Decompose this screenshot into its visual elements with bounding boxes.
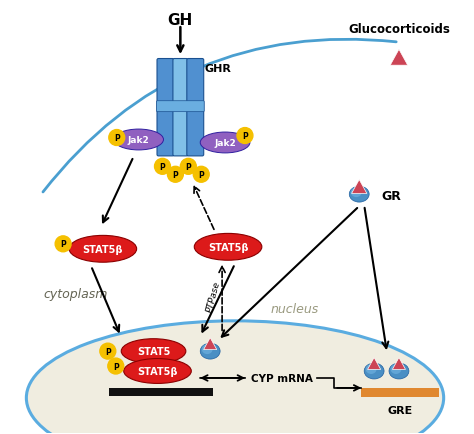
Polygon shape xyxy=(204,338,217,350)
Ellipse shape xyxy=(124,359,191,384)
Polygon shape xyxy=(390,50,408,66)
FancyBboxPatch shape xyxy=(109,388,213,396)
Ellipse shape xyxy=(391,364,401,374)
FancyBboxPatch shape xyxy=(187,59,204,157)
Text: Jak2: Jak2 xyxy=(214,138,236,148)
Polygon shape xyxy=(352,180,367,194)
Circle shape xyxy=(167,167,183,183)
Text: GHR: GHR xyxy=(204,64,231,74)
Ellipse shape xyxy=(202,345,213,354)
Ellipse shape xyxy=(114,130,164,151)
Text: STAT5β: STAT5β xyxy=(82,244,123,254)
Text: P: P xyxy=(198,171,204,179)
Ellipse shape xyxy=(349,187,369,203)
Ellipse shape xyxy=(364,363,384,379)
Circle shape xyxy=(237,128,253,144)
Text: P: P xyxy=(105,347,111,356)
Circle shape xyxy=(100,343,116,359)
Text: Glucocorticoids: Glucocorticoids xyxy=(348,23,450,36)
Ellipse shape xyxy=(69,236,137,263)
FancyArrowPatch shape xyxy=(43,40,396,193)
Text: P: P xyxy=(160,162,165,171)
FancyBboxPatch shape xyxy=(173,59,188,157)
Circle shape xyxy=(55,237,71,252)
Text: STAT5: STAT5 xyxy=(137,346,170,356)
Text: nucleus: nucleus xyxy=(271,302,319,315)
Text: P: P xyxy=(242,132,248,141)
Ellipse shape xyxy=(389,363,409,379)
Ellipse shape xyxy=(27,321,444,434)
Circle shape xyxy=(108,358,124,374)
Ellipse shape xyxy=(200,343,220,359)
Text: STAT5β: STAT5β xyxy=(208,242,248,252)
Ellipse shape xyxy=(200,133,250,154)
Circle shape xyxy=(193,167,209,183)
FancyBboxPatch shape xyxy=(156,102,204,112)
Text: P: P xyxy=(60,240,66,249)
Ellipse shape xyxy=(351,188,362,197)
Polygon shape xyxy=(367,358,381,370)
Text: Jak2: Jak2 xyxy=(128,136,149,145)
FancyBboxPatch shape xyxy=(157,59,174,157)
Text: PTPase: PTPase xyxy=(205,279,222,312)
Text: P: P xyxy=(173,171,178,179)
Text: GH: GH xyxy=(168,13,193,28)
Text: P: P xyxy=(114,134,119,143)
Circle shape xyxy=(181,159,196,175)
Circle shape xyxy=(155,159,171,175)
Text: GRE: GRE xyxy=(387,405,412,415)
Text: P: P xyxy=(185,162,191,171)
Text: CYP mRNA: CYP mRNA xyxy=(251,373,313,383)
Ellipse shape xyxy=(121,339,186,364)
Text: GR: GR xyxy=(381,189,401,202)
Text: STAT5β: STAT5β xyxy=(137,366,178,376)
Ellipse shape xyxy=(365,364,377,374)
Circle shape xyxy=(109,130,125,146)
Text: cytoplasm: cytoplasm xyxy=(43,287,108,300)
FancyBboxPatch shape xyxy=(361,388,439,397)
Polygon shape xyxy=(392,358,406,370)
Ellipse shape xyxy=(194,234,262,261)
Text: P: P xyxy=(113,362,118,371)
